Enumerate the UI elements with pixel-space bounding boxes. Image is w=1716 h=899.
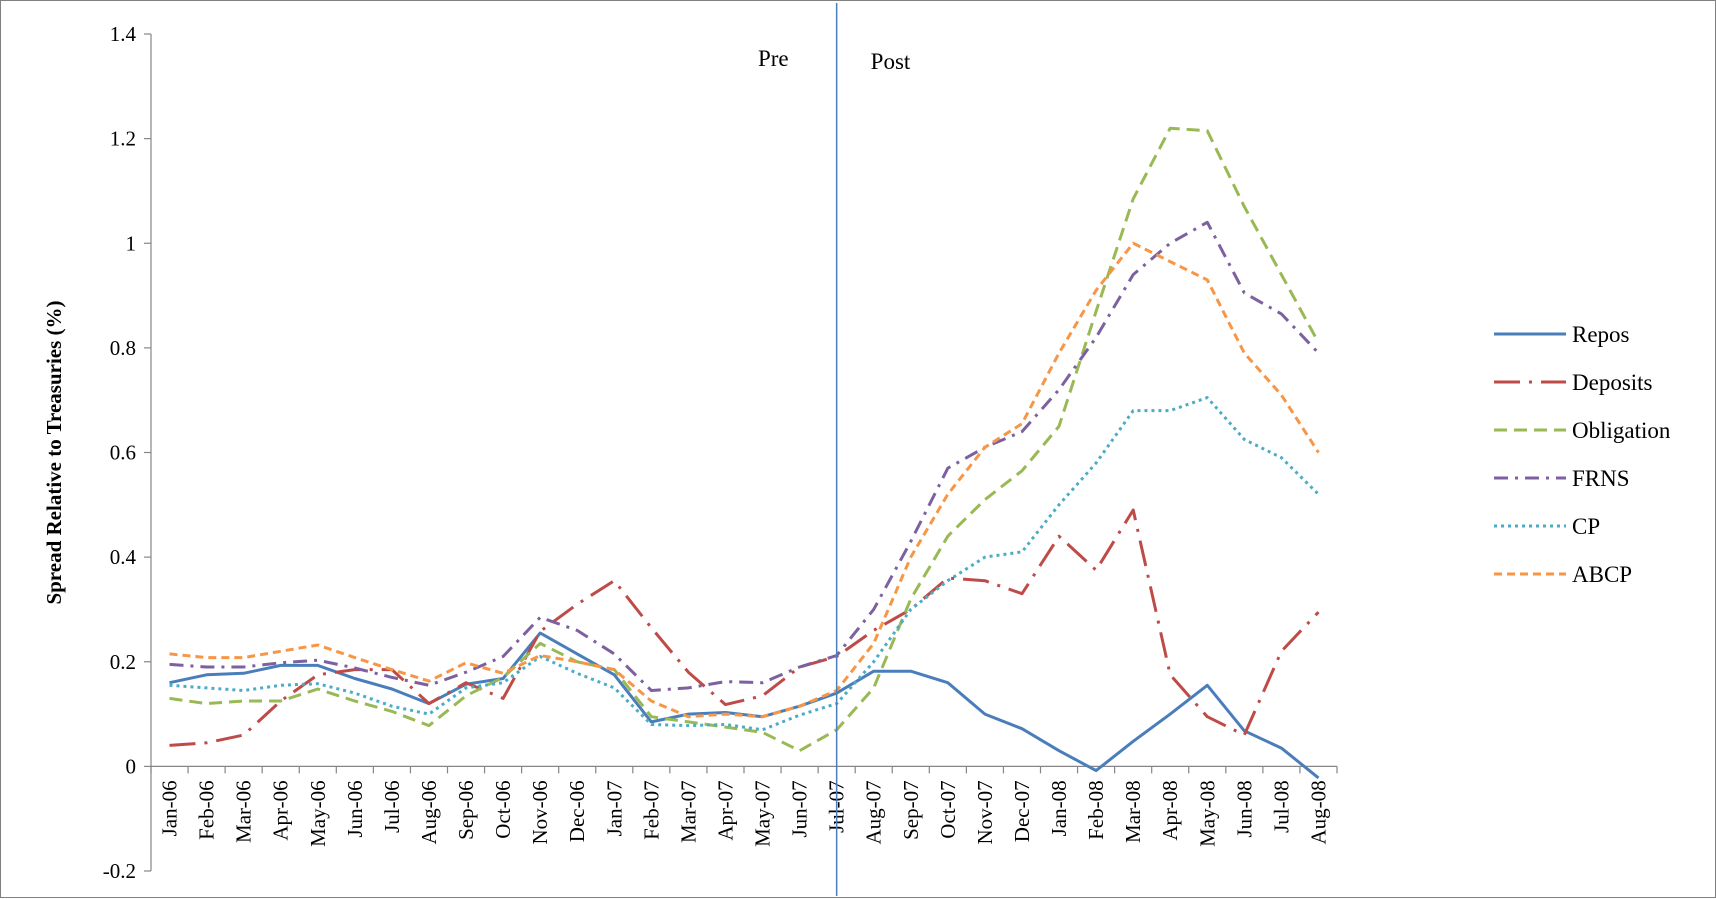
x-tick-label: Apr-06 (269, 780, 293, 840)
y-tick-label: 0.8 (110, 336, 136, 360)
x-tick-label: May-07 (751, 780, 775, 847)
legend-label-obligation: Obligation (1572, 418, 1671, 443)
y-tick-label: -0.2 (103, 859, 136, 883)
x-tick-label: Jul-08 (1269, 780, 1293, 833)
x-tick-label: May-08 (1195, 780, 1219, 847)
series-line-obligation (169, 126, 1320, 753)
series-line-cp (169, 396, 1320, 732)
y-tick-label: 0.4 (110, 545, 137, 569)
annotation-post: Post (871, 49, 911, 74)
series-layer (169, 126, 1320, 780)
y-tick-label: 0.2 (110, 650, 136, 674)
y-tick-label: 1.4 (110, 22, 137, 46)
x-tick-label: Mar-08 (1121, 780, 1145, 843)
x-tick-label: Nov-06 (528, 780, 552, 844)
x-tick-label: Sep-07 (899, 780, 923, 840)
y-axis: -0.2 0 0.2 0.4 0.6 0.8 1 1.2 1.4 (103, 22, 152, 883)
x-tick-label: Feb-08 (1084, 780, 1108, 840)
x-axis: Jan-06 Feb-06 Mar-06 Apr-06 May-06 Jun-06 Jul-… (150, 765, 1338, 847)
x-tick-label: Aug-06 (417, 780, 441, 844)
legend-label-frns: FRNS (1572, 466, 1630, 491)
x-tick-label: Jun-06 (343, 780, 367, 837)
y-axis-title: Spread Relative to Treasuries (%) (42, 300, 66, 604)
legend-label-abcp: ABCP (1572, 562, 1632, 587)
x-tick-label: Nov-07 (973, 780, 997, 844)
x-tick-label: May-06 (306, 780, 330, 847)
y-tick-label: 1.2 (110, 127, 136, 151)
series-line-abcp (169, 241, 1320, 719)
x-tick-label: Feb-07 (639, 780, 663, 840)
x-tick-label: Jan-07 (602, 780, 626, 836)
legend-label-deposits: Deposits (1572, 370, 1653, 395)
x-tick-label: Jun-08 (1232, 780, 1256, 837)
x-tick-label: Jul-06 (380, 780, 404, 833)
y-tick-label: 0.6 (110, 441, 136, 465)
annotation-pre: Pre (758, 46, 789, 71)
x-tick-label: Apr-07 (713, 780, 737, 840)
x-tick-label: Mar-06 (232, 780, 256, 843)
legend: Repos Deposits Obligation FRNS CP ABCP (1494, 322, 1671, 587)
x-tick-label: Oct-07 (936, 780, 960, 838)
series-line-deposits (169, 508, 1320, 747)
x-tick-label: Mar-07 (676, 780, 700, 843)
x-tick-label: Jun-07 (788, 780, 812, 837)
x-tick-label: Dec-06 (565, 780, 589, 842)
y-tick-label: 1 (126, 231, 137, 255)
x-tick-label: Jan-08 (1047, 780, 1071, 836)
x-tick-label: Aug-08 (1306, 780, 1330, 844)
x-tick-label: Feb-06 (195, 780, 219, 840)
x-tick-label: Dec-07 (1010, 780, 1034, 842)
series-line-repos (169, 631, 1320, 780)
x-tick-label: Jan-06 (158, 780, 182, 836)
legend-label-repos: Repos (1572, 322, 1630, 347)
x-tick-label: Sep-06 (454, 780, 478, 840)
series-line-frns (169, 220, 1320, 692)
x-tick-label: Apr-08 (1158, 780, 1182, 840)
y-tick-label: 0 (126, 754, 137, 778)
legend-label-cp: CP (1572, 514, 1600, 539)
x-tick-label: Oct-06 (491, 780, 515, 838)
x-tick-label: Aug-07 (862, 780, 886, 844)
